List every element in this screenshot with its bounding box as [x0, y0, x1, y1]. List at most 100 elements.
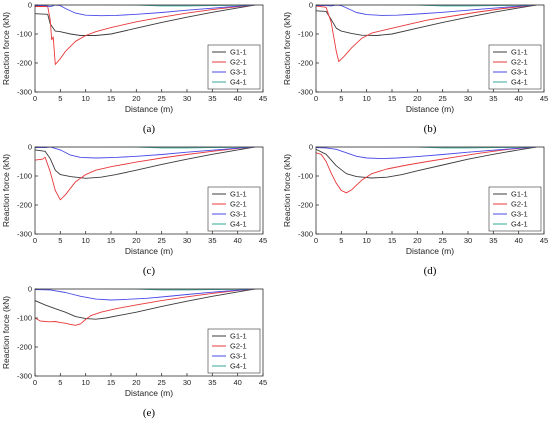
series-line-g2-1 — [35, 289, 256, 326]
x-tick-label: 15 — [107, 236, 115, 245]
x-tick-label: 0 — [33, 236, 37, 245]
series-group — [316, 5, 537, 63]
y-tick-label: -300 — [298, 88, 313, 97]
panel-caption: (c) — [143, 265, 156, 277]
series-group — [35, 147, 256, 201]
x-tick-label: 10 — [81, 94, 89, 103]
x-tick-label: 15 — [388, 236, 396, 245]
x-tick-label: 15 — [388, 94, 396, 103]
y-tick-label: -100 — [298, 172, 313, 181]
y-tick-label: -100 — [298, 30, 313, 39]
x-tick-label: 45 — [540, 236, 548, 245]
y-tick-label: -100 — [17, 314, 32, 323]
x-tick-label: 40 — [233, 378, 241, 387]
y-tick-label: -300 — [17, 88, 32, 97]
x-tick-label: 35 — [489, 236, 497, 245]
y-tick-label: -300 — [17, 372, 32, 381]
plot-frame — [34, 288, 264, 377]
y-tick-label: 0 — [309, 1, 313, 10]
x-tick-label: 35 — [208, 94, 216, 103]
x-tick-label: 0 — [33, 94, 37, 103]
legend-label: G2-1 — [511, 200, 528, 209]
x-tick-label: 25 — [157, 94, 165, 103]
legend-label: G2-1 — [230, 342, 247, 351]
x-tick-label: 25 — [438, 236, 446, 245]
x-tick-label: 40 — [233, 236, 241, 245]
x-tick-label: 45 — [259, 236, 267, 245]
x-tick-label: 0 — [33, 378, 37, 387]
legend-label: G2-1 — [230, 200, 247, 209]
legend-label: G2-1 — [511, 58, 528, 67]
x-tick-label: 20 — [413, 94, 421, 103]
y-tick-label: -200 — [298, 59, 313, 68]
series-line-g4-1 — [379, 5, 537, 7]
chart-panel: 0 5 10 15 20 25 30 35 40 45 0 -100 -200 -300 Distance … — [1, 285, 267, 420]
series-line-g2-1 — [316, 5, 537, 63]
x-tick-label: 10 — [81, 236, 89, 245]
x-tick-label: 35 — [489, 94, 497, 103]
series-line-g1-1 — [35, 289, 256, 320]
y-tick-label: 0 — [28, 1, 32, 10]
series-line-g2-1 — [316, 147, 537, 194]
x-tick-label: 30 — [464, 236, 472, 245]
x-tick-label: 45 — [259, 94, 267, 103]
series-line-g3-1 — [35, 147, 256, 159]
series-line-g2-1 — [35, 147, 256, 201]
x-tick-label: 0 — [314, 236, 318, 245]
y-axis-label: Reaction force (kN) — [282, 12, 292, 85]
plot-frame — [34, 146, 264, 235]
y-axis-label: Reaction force (kN) — [1, 12, 11, 85]
chart-panel: 0 5 10 15 20 25 30 35 40 45 0 -100 -200 -300 Distance … — [1, 1, 267, 136]
series-line-g3-1 — [316, 5, 537, 16]
x-tick-label: 15 — [107, 378, 115, 387]
x-tick-label: 35 — [208, 378, 216, 387]
x-tick-label: 20 — [132, 94, 140, 103]
y-tick-label: -200 — [17, 201, 32, 210]
legend-label: G1-1 — [230, 48, 247, 57]
x-axis-label: Distance (m) — [125, 388, 173, 398]
x-tick-label: 45 — [540, 94, 548, 103]
y-tick-label: -200 — [298, 201, 313, 210]
x-tick-label: 0 — [314, 94, 318, 103]
x-tick-label: 40 — [233, 94, 241, 103]
x-tick-label: 20 — [413, 236, 421, 245]
panel-caption: (b) — [424, 123, 437, 135]
x-tick-label: 10 — [81, 378, 89, 387]
y-tick-label: -100 — [17, 30, 32, 39]
y-tick-label: -200 — [17, 343, 32, 352]
series-line-g1-1 — [316, 147, 537, 179]
legend-label: G4-1 — [230, 362, 247, 371]
x-tick-label: 15 — [107, 94, 115, 103]
x-tick-label: 5 — [58, 236, 62, 245]
series-line-g1-1 — [35, 147, 256, 179]
x-axis-label: Distance (m) — [125, 104, 173, 114]
legend-label: G3-1 — [230, 352, 247, 361]
x-tick-label: 20 — [132, 378, 140, 387]
legend-label: G3-1 — [511, 68, 528, 77]
legend-label: G4-1 — [511, 78, 528, 87]
legend-label: G4-1 — [511, 220, 528, 229]
y-tick-label: -300 — [298, 230, 313, 239]
x-tick-label: 35 — [208, 236, 216, 245]
chart-panel: 0 5 10 15 20 25 30 35 40 45 0 -100 -200 -300 Distance … — [1, 143, 267, 278]
y-axis-label: Reaction force (kN) — [1, 296, 11, 369]
x-tick-label: 30 — [464, 94, 472, 103]
series-line-g4-1 — [98, 289, 256, 291]
y-tick-label: -200 — [17, 59, 32, 68]
x-tick-label: 25 — [157, 236, 165, 245]
series-line-g3-1 — [35, 289, 256, 301]
chart-panel: 0 5 10 15 20 25 30 35 40 45 0 -100 -200 -300 Distance … — [282, 143, 548, 278]
x-tick-label: 25 — [438, 94, 446, 103]
series-group — [316, 147, 537, 194]
series-line-g1-1 — [316, 5, 537, 36]
x-tick-label: 40 — [514, 236, 522, 245]
y-tick-label: -100 — [17, 172, 32, 181]
y-axis-label: Reaction force (kN) — [282, 154, 292, 227]
x-tick-label: 20 — [132, 236, 140, 245]
series-line-g2-1 — [35, 5, 256, 65]
x-tick-label: 10 — [362, 94, 370, 103]
legend-label: G3-1 — [511, 210, 528, 219]
series-line-g4-1 — [379, 147, 537, 149]
panel-caption: (a) — [143, 123, 156, 135]
